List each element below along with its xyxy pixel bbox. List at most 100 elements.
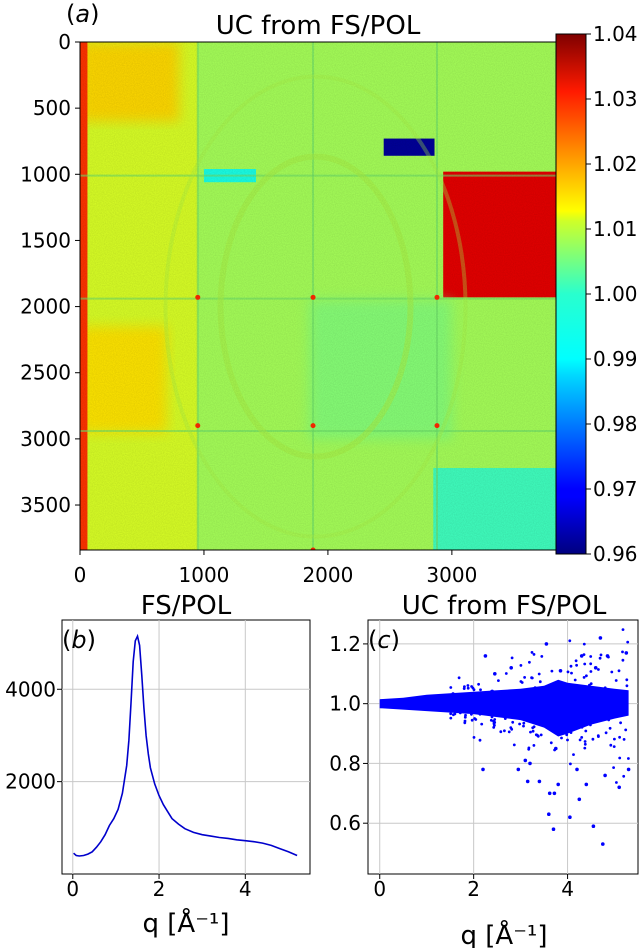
scatter-point: [579, 654, 584, 658]
scatter-point: [457, 676, 461, 680]
scatter-point: [566, 703, 570, 706]
scatter-point: [470, 706, 474, 709]
scatter-point: [575, 663, 578, 667]
scatter-point: [549, 727, 552, 731]
scatter-point: [585, 716, 588, 720]
scatter-point: [520, 681, 524, 684]
scatter-point: [621, 658, 625, 662]
scatter-point: [491, 690, 495, 694]
scatter-point: [550, 718, 554, 722]
scatter-point: [465, 702, 469, 706]
scatter-point: [561, 713, 565, 716]
scatter-point: [568, 721, 572, 725]
scatter-point: [493, 672, 497, 676]
scatter-point: [569, 664, 573, 668]
panel-a-label: (a): [66, 0, 99, 28]
scatter-point: [503, 717, 507, 720]
scatter-x-tick-label: 2: [467, 877, 480, 901]
scatter-point: [626, 640, 630, 644]
scatter-point: [624, 708, 628, 712]
heatmap-y-tick-label: 1500: [20, 228, 71, 252]
scatter-point: [625, 706, 628, 709]
scatter-point: [531, 729, 535, 733]
scatter-point: [480, 722, 484, 726]
scatter-point: [490, 693, 494, 697]
scatter-point: [453, 701, 457, 704]
scatter-point: [583, 662, 587, 666]
scatter-point: [612, 745, 616, 748]
scatter-point: [523, 676, 526, 679]
scatter-point: [548, 703, 552, 707]
scatter-y-tick-label: 0.8: [329, 751, 361, 775]
scatter-point: [571, 693, 575, 697]
line-plot-area: [61, 619, 311, 875]
scatter-point: [525, 779, 530, 784]
scatter-point: [449, 712, 453, 716]
panel-a-letter: a: [75, 0, 90, 28]
panel-c-title: UC from FS/POL: [402, 591, 607, 621]
scatter-point: [621, 650, 624, 654]
scatter-point: [509, 726, 513, 729]
scatter-point: [593, 666, 598, 670]
scatter-point: [620, 700, 623, 704]
scatter-point: [550, 669, 554, 673]
scatter-point: [547, 812, 551, 816]
scatter-point: [584, 690, 587, 693]
scatter-point: [622, 738, 626, 741]
colorbar-tick-label: 1.03: [593, 87, 638, 111]
scatter-x-tick-label: 0: [373, 877, 386, 901]
scatter-point: [583, 740, 587, 743]
scatter-point: [453, 712, 457, 716]
scatter-point: [599, 653, 603, 657]
scatter-point: [558, 669, 563, 673]
scatter-point: [585, 702, 589, 706]
scatter-point: [533, 686, 537, 689]
scatter-point: [625, 684, 629, 688]
scatter-point: [527, 710, 530, 714]
scatter-point: [550, 724, 554, 728]
scatter-axis-ticks: 0 2 4 0.6 0.8 1.0 1.2: [329, 632, 574, 901]
scatter-point: [528, 660, 531, 664]
scatter-point: [573, 678, 577, 682]
scatter-point: [522, 724, 525, 728]
scatter-point: [479, 702, 483, 706]
scatter-point: [603, 686, 607, 690]
colorbar-tick-label: 0.98: [593, 412, 638, 436]
scatter-point: [493, 724, 496, 727]
scatter-panel-c: UC from FS/POL 0 2 4 0.6 0.8 1.0 1.2 (c) q [Å⁻…: [329, 591, 639, 948]
scatter-point: [601, 842, 605, 846]
scatter-point: [448, 702, 452, 706]
scatter-x-tick-label: 4: [561, 877, 574, 901]
heatmap-x-axis: 0 1000 2000 3000: [74, 550, 477, 587]
scatter-point: [598, 636, 603, 640]
scatter-point: [532, 653, 536, 656]
scatter-point: [569, 762, 572, 766]
scatter-point: [578, 738, 582, 742]
scatter-point: [463, 685, 466, 689]
scatter-point: [522, 690, 526, 694]
scatter-point: [536, 721, 540, 725]
scatter-point: [609, 696, 613, 700]
scatter-point: [552, 691, 555, 694]
scatter-point: [566, 738, 569, 742]
line-x-tick-label: 2: [153, 877, 166, 901]
scatter-point: [477, 682, 480, 686]
scatter-point: [528, 761, 532, 766]
scatter-point: [622, 774, 626, 778]
heatmap-y-tick-label: 3000: [20, 427, 71, 451]
scatter-point: [523, 758, 528, 763]
colorbar: [555, 33, 587, 555]
line-x-tick-label: 4: [239, 877, 252, 901]
scatter-plot-area: [367, 619, 639, 875]
scatter-point: [568, 815, 572, 819]
scatter-point: [574, 694, 578, 697]
scatter-point: [504, 672, 508, 675]
panel-b-title: FS/POL: [141, 591, 232, 621]
scatter-point: [519, 664, 523, 667]
scatter-point: [532, 725, 536, 729]
scatter-point: [532, 699, 536, 703]
scatter-point: [603, 773, 607, 778]
scatter-point: [489, 712, 493, 716]
scatter-point: [626, 767, 631, 772]
scatter-point: [620, 708, 623, 712]
